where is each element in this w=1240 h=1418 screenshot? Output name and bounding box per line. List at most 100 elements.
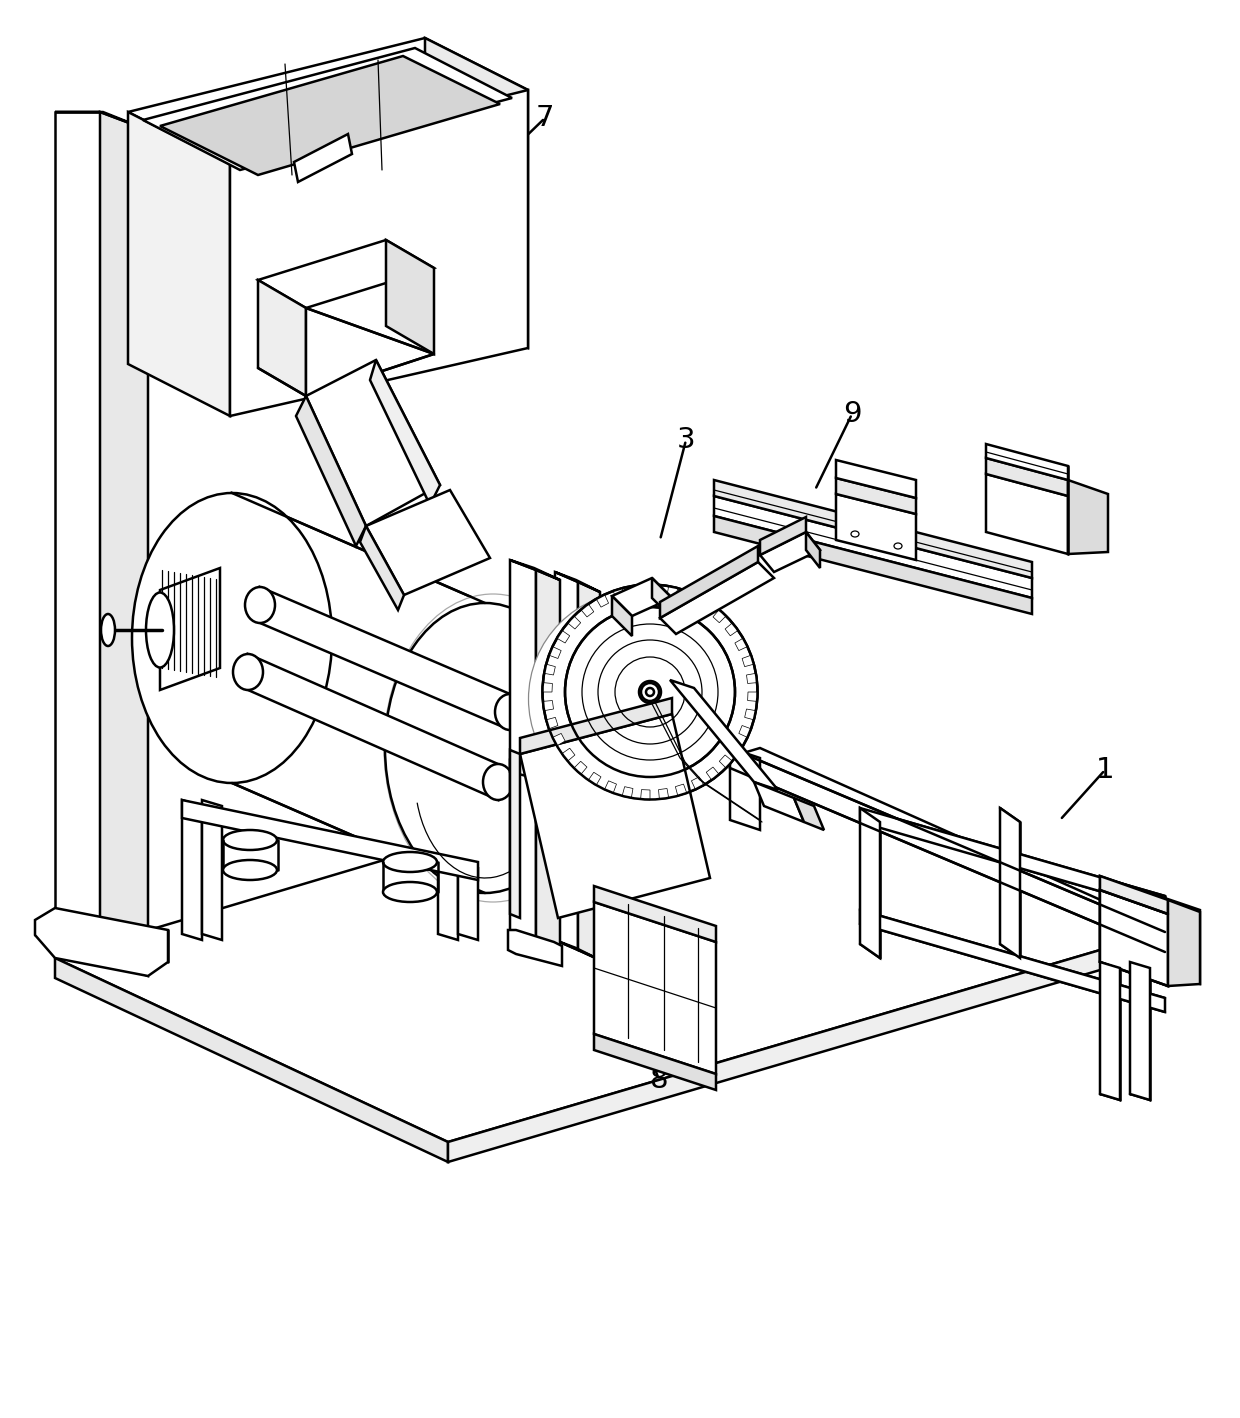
Polygon shape — [546, 718, 558, 729]
Polygon shape — [386, 240, 434, 354]
Polygon shape — [510, 560, 536, 946]
Polygon shape — [556, 571, 600, 591]
Polygon shape — [652, 579, 672, 618]
Ellipse shape — [894, 543, 901, 549]
Polygon shape — [641, 790, 650, 800]
Polygon shape — [510, 760, 560, 784]
Text: 3: 3 — [677, 425, 696, 454]
Polygon shape — [508, 930, 562, 966]
Polygon shape — [542, 700, 553, 710]
Ellipse shape — [551, 614, 720, 784]
Polygon shape — [714, 516, 1032, 614]
Polygon shape — [438, 862, 458, 940]
Polygon shape — [735, 638, 748, 651]
Polygon shape — [182, 800, 202, 940]
Polygon shape — [542, 682, 552, 692]
Polygon shape — [861, 808, 1166, 910]
Ellipse shape — [639, 681, 661, 703]
Polygon shape — [613, 587, 625, 600]
Polygon shape — [557, 630, 569, 642]
Polygon shape — [594, 1034, 715, 1090]
Ellipse shape — [100, 614, 115, 647]
Polygon shape — [714, 481, 1032, 579]
Text: 8: 8 — [650, 1066, 668, 1095]
Text: 9: 9 — [843, 400, 862, 428]
Polygon shape — [510, 750, 520, 917]
Ellipse shape — [495, 693, 525, 730]
Polygon shape — [258, 279, 306, 396]
Polygon shape — [714, 496, 1032, 598]
Polygon shape — [55, 749, 1168, 1141]
Polygon shape — [548, 647, 562, 658]
Polygon shape — [567, 615, 580, 630]
Polygon shape — [746, 674, 758, 683]
Polygon shape — [699, 598, 712, 611]
Polygon shape — [836, 493, 916, 560]
Polygon shape — [580, 604, 594, 617]
Ellipse shape — [384, 603, 585, 893]
Ellipse shape — [384, 594, 601, 902]
Polygon shape — [631, 584, 641, 596]
Polygon shape — [260, 587, 510, 730]
Polygon shape — [370, 360, 440, 505]
Ellipse shape — [383, 852, 436, 872]
Polygon shape — [730, 749, 760, 830]
Polygon shape — [160, 569, 219, 691]
Polygon shape — [536, 570, 560, 956]
Polygon shape — [55, 112, 148, 130]
Polygon shape — [574, 761, 587, 774]
Polygon shape — [1130, 961, 1149, 1100]
Ellipse shape — [565, 607, 735, 777]
Polygon shape — [160, 55, 500, 174]
Ellipse shape — [543, 584, 758, 800]
Polygon shape — [143, 48, 512, 170]
Polygon shape — [306, 308, 434, 396]
Polygon shape — [128, 112, 229, 415]
Polygon shape — [861, 808, 880, 959]
Polygon shape — [182, 800, 477, 881]
Polygon shape — [730, 749, 1166, 951]
Polygon shape — [660, 562, 774, 634]
Polygon shape — [670, 681, 777, 790]
Polygon shape — [35, 908, 167, 976]
Polygon shape — [552, 733, 565, 746]
Polygon shape — [730, 742, 744, 754]
Polygon shape — [836, 459, 916, 498]
Polygon shape — [748, 692, 758, 702]
Polygon shape — [258, 240, 434, 308]
Polygon shape — [594, 902, 715, 1073]
Polygon shape — [613, 596, 632, 637]
Polygon shape — [754, 781, 804, 822]
Polygon shape — [613, 579, 672, 615]
Ellipse shape — [246, 587, 275, 623]
Polygon shape — [1100, 876, 1168, 915]
Polygon shape — [986, 474, 1068, 554]
Ellipse shape — [383, 882, 436, 902]
Polygon shape — [604, 781, 616, 794]
Polygon shape — [1100, 876, 1200, 986]
Ellipse shape — [641, 683, 658, 700]
Polygon shape — [520, 698, 672, 754]
Polygon shape — [683, 590, 696, 603]
Text: 1: 1 — [1096, 756, 1115, 784]
Ellipse shape — [646, 688, 653, 696]
Polygon shape — [248, 654, 498, 800]
Polygon shape — [836, 478, 916, 513]
Polygon shape — [861, 910, 1166, 1012]
Polygon shape — [1100, 891, 1168, 986]
Polygon shape — [458, 862, 477, 940]
Ellipse shape — [484, 764, 513, 800]
Polygon shape — [578, 581, 600, 960]
Polygon shape — [1168, 900, 1200, 986]
Polygon shape — [760, 532, 820, 571]
Polygon shape — [128, 38, 528, 164]
Ellipse shape — [223, 830, 277, 849]
Polygon shape — [725, 623, 739, 635]
Ellipse shape — [131, 493, 332, 783]
Text: 6: 6 — [389, 435, 407, 464]
Polygon shape — [1068, 481, 1109, 554]
Polygon shape — [986, 444, 1068, 481]
Polygon shape — [556, 940, 600, 960]
Ellipse shape — [851, 530, 859, 537]
Polygon shape — [510, 560, 560, 580]
